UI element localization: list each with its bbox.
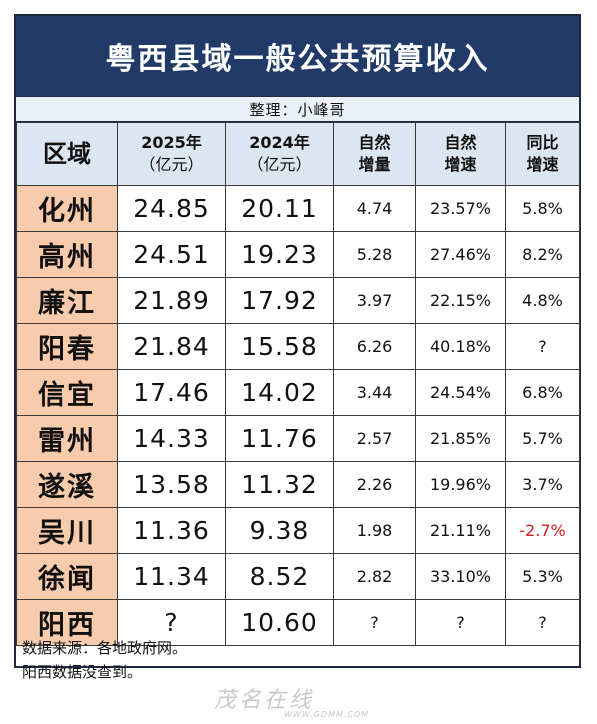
natural-increment: 3.97 [333,277,416,324]
natural-increment: 2.26 [333,461,416,508]
value-2025: ? [117,599,226,646]
natural-increment: 2.82 [333,553,416,600]
natural-increment: 3.44 [333,369,416,416]
table-row: 化州 24.85 20.11 4.74 23.57% 5.8% [16,185,580,232]
header-increment: 自然 增量 [333,122,416,186]
header-growth: 自然 增速 [415,122,506,186]
header-yoy-b: 增速 [526,155,559,174]
yoy-growth: 5.7% [505,415,580,462]
value-2024: 11.76 [225,415,334,462]
value-2024: 20.11 [225,185,334,232]
yoy-growth: 8.2% [505,231,580,278]
header-2024-year: 2024年 [249,133,310,152]
region-cell: 雷州 [16,415,118,462]
subtitle: 整理：小峰哥 [16,96,579,122]
header-2024: 2024年 （亿元） [225,122,334,186]
watermark-logo: 茂名在线 WWW.GDMM.COM [214,682,369,719]
natural-growth: 24.54% [415,369,506,416]
value-2024: 15.58 [225,323,334,370]
natural-increment: ? [333,599,416,646]
natural-growth: 21.85% [415,415,506,462]
yoy-growth: 5.8% [505,185,580,232]
header-growth-b: 增速 [444,155,477,174]
region-cell: 阳西 [16,599,118,646]
yoy-growth: 6.8% [505,369,580,416]
value-2025: 11.34 [117,553,226,600]
region-cell: 吴川 [16,507,118,554]
yoy-growth: ? [505,323,580,370]
yoy-growth: -2.7% [505,507,580,554]
region-cell: 阳春 [16,323,118,370]
footer-source: 数据来源：各地政府网。 [22,639,188,657]
region-cell: 遂溪 [16,461,118,508]
header-increment-a: 自然 [358,133,391,152]
table-row: 高州 24.51 19.23 5.28 27.46% 8.2% [16,231,580,278]
natural-growth: 40.18% [415,323,506,370]
value-2024: 17.92 [225,277,334,324]
table-row: 徐闻 11.34 8.52 2.82 33.10% 5.3% [16,553,580,600]
header-2024-unit: （亿元） [247,155,312,174]
natural-increment: 1.98 [333,507,416,554]
header-2025: 2025年 （亿元） [117,122,226,186]
region-cell: 信宜 [16,369,118,416]
natural-increment: 5.28 [333,231,416,278]
value-2024: 9.38 [225,507,334,554]
footer-note: 阳西数据没查到。 [22,663,143,681]
natural-growth: 27.46% [415,231,506,278]
value-2025: 14.33 [117,415,226,462]
region-cell: 廉江 [16,277,118,324]
document-frame: 粤西县域一般公共预算收入 整理：小峰哥 区域 2025年 （亿元） 2024年 … [14,14,581,681]
table-row: 廉江 21.89 17.92 3.97 22.15% 4.8% [16,277,580,324]
header-yoy: 同比 增速 [505,122,580,186]
header-increment-b: 增量 [358,155,391,174]
yoy-growth: 4.8% [505,277,580,324]
yoy-growth: 3.7% [505,461,580,508]
value-2024: 19.23 [225,231,334,278]
header-growth-a: 自然 [444,133,477,152]
natural-growth: 19.96% [415,461,506,508]
header-2025-year: 2025年 [141,133,202,152]
natural-increment: 2.57 [333,415,416,462]
natural-growth: 22.15% [415,277,506,324]
value-2025: 24.85 [117,185,226,232]
value-2025: 17.46 [117,369,226,416]
value-2025: 13.58 [117,461,226,508]
footer-notes: 数据来源：各地政府网。 阳西数据没查到。 [22,636,187,684]
table-body: 化州 24.85 20.11 4.74 23.57% 5.8% 高州 24.51 19.23 5.… [16,185,580,646]
value-2025: 24.51 [117,231,226,278]
value-2024: 11.32 [225,461,334,508]
watermark-text: 茂名在线 [214,688,315,713]
watermark-url: WWW.GDMM.COM [284,710,370,719]
natural-growth: 33.10% [415,553,506,600]
value-2024: 8.52 [225,553,334,600]
page-title: 粤西县域一般公共预算收入 [16,16,579,96]
natural-growth: ? [415,599,506,646]
yoy-growth: 5.3% [505,553,580,600]
natural-increment: 4.74 [333,185,416,232]
header-yoy-a: 同比 [526,133,559,152]
region-cell: 化州 [16,185,118,232]
natural-increment: 6.26 [333,323,416,370]
header-2025-unit: （亿元） [139,155,204,174]
table-row: 阳西? 10.60??? [16,599,580,646]
table-row: 阳春 21.84 15.58 6.26 40.18%? [16,323,580,370]
region-cell: 徐闻 [16,553,118,600]
table-row: 信宜 17.46 14.02 3.44 24.54% 6.8% [16,369,580,416]
table-header-row: 区域 2025年 （亿元） 2024年 （亿元） 自然 增量 自然 增速 [16,122,580,186]
revenue-table: 区域 2025年 （亿元） 2024年 （亿元） 自然 增量 自然 增速 [16,122,580,646]
value-2025: 21.84 [117,323,226,370]
table-row: 雷州 14.33 11.76 2.57 21.85% 5.7% [16,415,580,462]
value-2025: 11.36 [117,507,226,554]
region-cell: 高州 [16,231,118,278]
table-row: 吴川 11.36 9.38 1.98 21.11% -2.7% [16,507,580,554]
table-row: 遂溪 13.58 11.32 2.26 19.96% 3.7% [16,461,580,508]
yoy-growth: ? [505,599,580,646]
natural-growth: 21.11% [415,507,506,554]
value-2025: 21.89 [117,277,226,324]
natural-growth: 23.57% [415,185,506,232]
value-2024: 14.02 [225,369,334,416]
value-2024: 10.60 [225,599,334,646]
header-region: 区域 [16,122,118,186]
